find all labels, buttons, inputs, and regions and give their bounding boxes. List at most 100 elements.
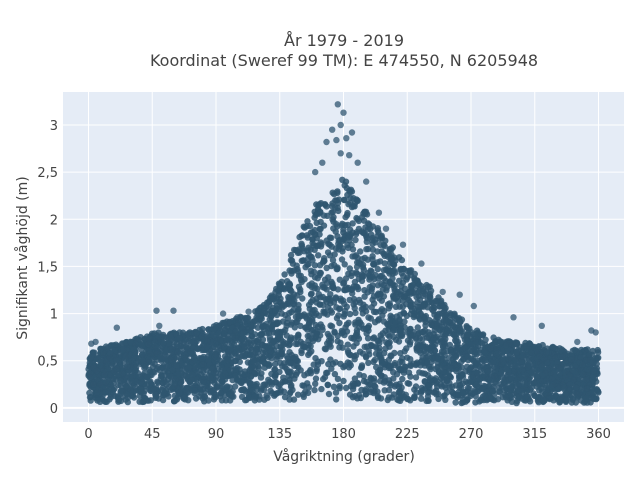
data-point (316, 225, 323, 233)
data-point (277, 386, 284, 394)
data-point (583, 376, 590, 384)
data-point (251, 317, 259, 325)
data-point (329, 216, 336, 223)
data-point (299, 232, 306, 239)
data-point (263, 321, 270, 328)
data-point (305, 244, 312, 251)
data-point (309, 326, 317, 334)
data-point (432, 317, 439, 324)
data-point (426, 298, 433, 306)
data-point (390, 369, 397, 376)
data-point (407, 356, 414, 363)
data-point (260, 305, 268, 312)
data-point (447, 310, 454, 317)
data-point (124, 398, 131, 406)
data-point (431, 304, 438, 312)
data-point (163, 381, 170, 388)
y-tick-label: 3 (50, 119, 58, 134)
data-point (176, 389, 183, 397)
data-point (336, 276, 343, 283)
data-point (313, 366, 320, 373)
y-tick-label: 0,5 (37, 355, 58, 370)
data-point (469, 371, 476, 378)
data-point (348, 129, 356, 136)
data-point (339, 220, 346, 227)
data-point (275, 292, 283, 299)
data-point (88, 340, 95, 347)
data-point (490, 358, 497, 366)
data-point (348, 286, 355, 294)
data-point (467, 378, 474, 386)
data-point (341, 300, 348, 308)
data-point (176, 334, 183, 342)
data-point (452, 399, 459, 406)
data-point (260, 355, 267, 362)
data-point (181, 394, 188, 401)
data-point (192, 395, 200, 402)
data-point (282, 340, 290, 347)
data-point (283, 353, 291, 360)
data-point (360, 377, 368, 385)
data-point (122, 352, 130, 360)
data-point (376, 377, 384, 385)
data-point (330, 383, 338, 390)
data-point (329, 360, 337, 367)
data-point (281, 302, 288, 309)
data-point (306, 349, 313, 357)
data-point (270, 338, 278, 345)
data-point (421, 370, 429, 377)
data-point (261, 381, 269, 388)
data-point (314, 275, 321, 282)
data-point (359, 272, 366, 279)
data-point (397, 325, 405, 333)
data-point (316, 269, 324, 277)
data-point (293, 369, 301, 376)
data-point (264, 394, 271, 402)
data-point (280, 374, 287, 381)
data-point (199, 361, 207, 368)
data-point (272, 298, 279, 305)
data-point (365, 347, 372, 354)
data-point (441, 392, 448, 399)
data-point (424, 283, 432, 290)
data-point (398, 256, 406, 264)
data-point (287, 360, 294, 367)
data-point (474, 369, 481, 377)
data-point (401, 318, 408, 325)
data-point (370, 308, 378, 315)
data-point (507, 384, 515, 391)
data-point (111, 392, 119, 400)
data-point (213, 322, 220, 329)
data-point (344, 347, 352, 355)
data-point (364, 269, 372, 277)
data-point (277, 281, 284, 289)
data-point (586, 351, 593, 358)
data-point (304, 370, 311, 377)
data-point (324, 249, 332, 256)
data-point (369, 296, 376, 303)
data-point (387, 268, 394, 275)
data-point (396, 277, 403, 284)
data-point (254, 386, 261, 393)
data-point (338, 256, 346, 263)
data-point (295, 332, 302, 339)
data-point (294, 249, 302, 257)
data-point (497, 338, 505, 345)
data-point (167, 345, 175, 353)
data-point (559, 353, 566, 360)
data-point (94, 389, 101, 396)
data-point (145, 378, 153, 385)
data-point (251, 331, 259, 338)
data-point (297, 322, 304, 330)
data-point (300, 391, 307, 398)
x-axis-ticks: 0 45 90 135 180 225 270 315 360 (84, 427, 611, 442)
data-point (348, 241, 355, 249)
data-point (207, 374, 214, 381)
data-point (405, 395, 412, 403)
data-point (260, 386, 268, 394)
data-point (491, 373, 498, 380)
data-point (377, 332, 384, 339)
data-point (97, 345, 104, 353)
data-point (311, 306, 318, 314)
data-point (342, 275, 350, 282)
